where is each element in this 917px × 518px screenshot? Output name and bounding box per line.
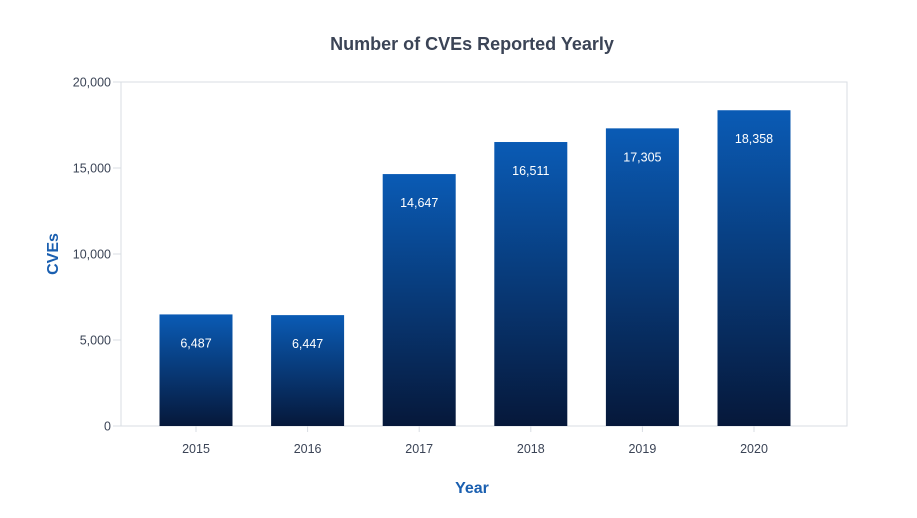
chart-title: Number of CVEs Reported Yearly [330, 34, 614, 54]
bar-2017 [382, 174, 456, 426]
x-tick-label: 2018 [517, 442, 545, 456]
x-tick-label: 2017 [405, 442, 433, 456]
bar-value-label: 18,358 [735, 132, 773, 146]
y-tick-label: 0 [104, 420, 111, 434]
x-axis-ticks: 2015 2016 2017 2018 2019 2020 [182, 426, 768, 456]
bar-value-label: 17,305 [623, 150, 661, 164]
x-tick-label: 2016 [294, 442, 322, 456]
y-tick-label: 15,000 [73, 162, 111, 176]
x-tick-label: 2015 [182, 442, 210, 456]
x-tick-label: 2019 [628, 442, 656, 456]
bar-value-label: 6,487 [180, 336, 211, 350]
y-tick-label: 20,000 [73, 76, 111, 90]
y-tick-label: 10,000 [73, 248, 111, 262]
bar-2018 [494, 142, 568, 426]
bars: 6,487 6,447 14,647 16,511 17,305 18,358 [159, 110, 791, 426]
y-axis-title: CVEs [45, 233, 62, 275]
bar-2015 [159, 314, 233, 426]
bar-value-label: 16,511 [512, 164, 549, 178]
bar-value-label: 6,447 [292, 337, 323, 351]
x-axis-title: Year [455, 480, 489, 497]
y-axis-ticks: 0 5,000 10,000 15,000 20,000 [73, 76, 121, 434]
bar-value-label: 14,647 [400, 196, 438, 210]
bar-2019 [605, 128, 679, 426]
x-tick-label: 2020 [740, 442, 768, 456]
bar-2020 [717, 110, 791, 426]
bar-2016 [271, 315, 345, 426]
y-tick-label: 5,000 [80, 334, 111, 348]
